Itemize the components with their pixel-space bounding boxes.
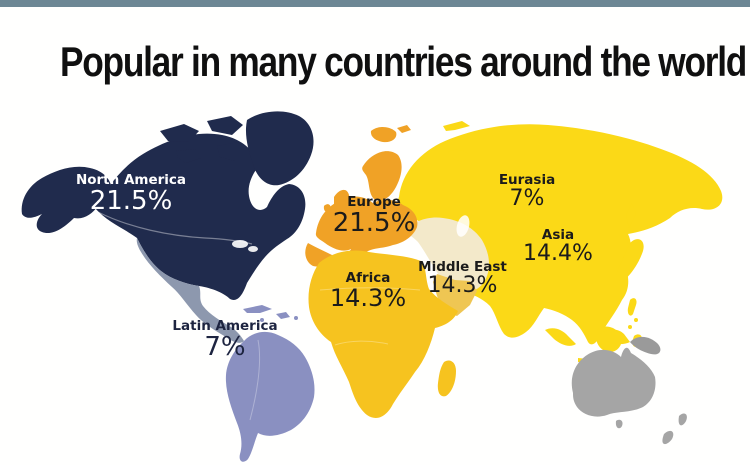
island-puerto-rico bbox=[294, 316, 298, 320]
island-sakhalin bbox=[626, 203, 636, 228]
region-north-america bbox=[21, 111, 314, 300]
island-novaya-zemlya bbox=[443, 121, 470, 131]
mainland-south-america bbox=[225, 331, 315, 462]
region-latin-america bbox=[225, 305, 315, 462]
island-tasmania bbox=[615, 419, 623, 429]
us-canada-border bbox=[97, 211, 253, 245]
arctic-island-2 bbox=[207, 116, 243, 135]
mainland-africa bbox=[308, 250, 458, 418]
island-new-zealand-south bbox=[662, 430, 674, 445]
top-accent-bar bbox=[0, 0, 750, 7]
island-sumatra bbox=[545, 328, 576, 346]
island-japan bbox=[616, 239, 644, 282]
great-lakes bbox=[232, 240, 248, 248]
arctic-island-3 bbox=[217, 142, 247, 161]
region-central-america bbox=[136, 238, 244, 343]
island-philippines-2 bbox=[634, 318, 638, 322]
great-lakes-2 bbox=[248, 246, 258, 252]
south-america-border-line bbox=[249, 339, 261, 421]
island-madagascar bbox=[437, 360, 456, 397]
region-oceania bbox=[571, 347, 687, 445]
africa-border-line-2 bbox=[334, 340, 389, 346]
alaska bbox=[21, 166, 112, 234]
greenland bbox=[245, 111, 314, 186]
arctic-island-4 bbox=[176, 149, 201, 163]
page-title: Popular in many countries around the wor… bbox=[60, 38, 747, 85]
island-new-zealand-north bbox=[678, 413, 687, 426]
island-iceland bbox=[370, 126, 397, 143]
island-jamaica bbox=[260, 318, 264, 322]
island-svalbard bbox=[397, 125, 411, 133]
caspian-sea bbox=[456, 215, 470, 237]
region-middle-east bbox=[406, 217, 490, 293]
island-novaya-zemlya-south bbox=[448, 149, 470, 162]
island-hispaniola bbox=[276, 312, 290, 319]
island-philippines-3 bbox=[628, 325, 632, 329]
mainland-north-america bbox=[95, 133, 306, 300]
island-new-guinea-west bbox=[600, 329, 630, 345]
scandinavia bbox=[362, 151, 402, 201]
africa-border-line bbox=[319, 287, 421, 291]
arctic-island-1 bbox=[160, 124, 199, 142]
mainland-europe bbox=[315, 196, 418, 257]
australia bbox=[571, 347, 656, 417]
island-new-guinea-east bbox=[630, 336, 661, 355]
region-africa bbox=[308, 250, 458, 418]
landmass-eurasia bbox=[398, 124, 723, 345]
island-cuba bbox=[243, 305, 272, 313]
island-philippines bbox=[627, 298, 637, 316]
